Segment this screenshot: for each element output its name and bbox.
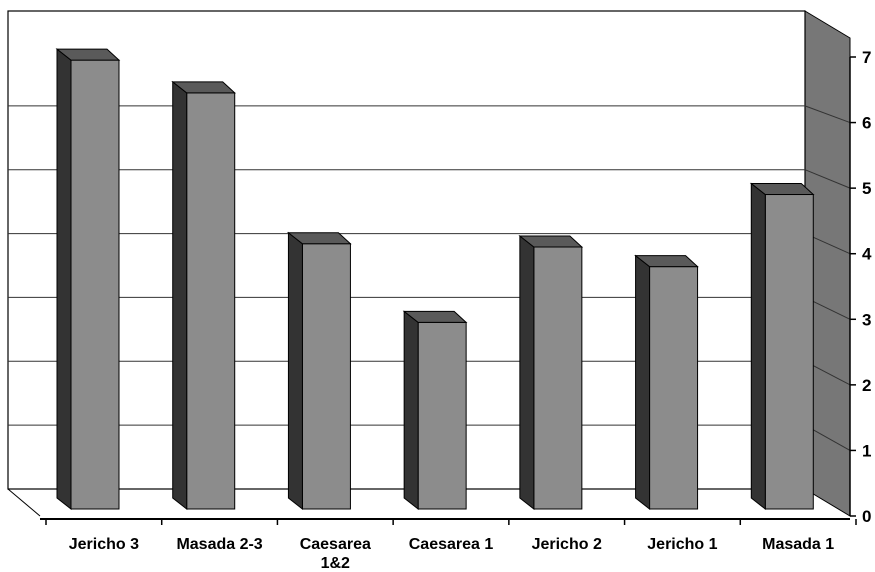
- x-axis: Jericho 3 Masada 2-3 Caesarea 1&2 Caesarea 1…: [45, 519, 857, 572]
- x-tick-label: 1&2: [321, 555, 350, 572]
- bar-side: [635, 254, 651, 511]
- bar: [402, 310, 468, 511]
- bar-front: [186, 92, 236, 510]
- x-tick-label: Masada 2-3: [176, 536, 262, 553]
- y-tick-label: 7: [862, 48, 871, 67]
- bar-side: [172, 80, 188, 511]
- bar: [634, 254, 699, 511]
- x-tick-label: Masada 1: [762, 536, 834, 553]
- bar-top: [402, 310, 468, 323]
- bar-front: [417, 321, 467, 510]
- x-tick-label: Caesarea 1: [409, 536, 494, 553]
- y-tick-label: 6: [862, 114, 871, 133]
- bar-front: [70, 59, 120, 510]
- x-tick-label: Jericho 1: [647, 536, 717, 553]
- bar-front: [649, 266, 699, 510]
- bar-side: [403, 310, 419, 511]
- bar-top: [55, 48, 121, 61]
- bar-side: [56, 48, 72, 511]
- bar-top: [749, 183, 815, 196]
- y-tick-label: 4: [862, 245, 872, 264]
- y-tick-label: 3: [862, 310, 871, 329]
- x-tick-label: Jericho 2: [532, 536, 602, 553]
- bar-side: [287, 231, 303, 511]
- y-tick-label: 1: [862, 441, 871, 460]
- x-tick-label: Jericho 3: [69, 536, 139, 553]
- bar-side: [750, 182, 766, 511]
- bar: [171, 80, 236, 511]
- bar-top: [634, 255, 699, 268]
- x-tick-label: Caesarea: [300, 536, 371, 553]
- side-gridline: [804, 169, 851, 189]
- floor-left-edge: [7, 488, 41, 517]
- y-tick-label: 0: [862, 507, 871, 526]
- y-tick-label: 5: [862, 179, 871, 198]
- bar-side: [519, 234, 535, 511]
- bar-front: [301, 243, 351, 510]
- bar-front: [764, 194, 814, 510]
- y-axis: 0 1 2 3 4 5 6 7: [849, 48, 872, 526]
- bar-front: [533, 246, 583, 510]
- y-tick-label: 2: [862, 376, 871, 395]
- bar: [286, 231, 352, 511]
- bar: [55, 48, 121, 511]
- bar-top: [286, 232, 352, 245]
- side-gridline: [804, 105, 851, 124]
- bar: [518, 234, 584, 511]
- bar-top: [518, 235, 584, 248]
- bars: [55, 48, 815, 511]
- bar-top: [171, 81, 236, 94]
- chart-floor: [7, 488, 850, 520]
- bar: [749, 182, 815, 511]
